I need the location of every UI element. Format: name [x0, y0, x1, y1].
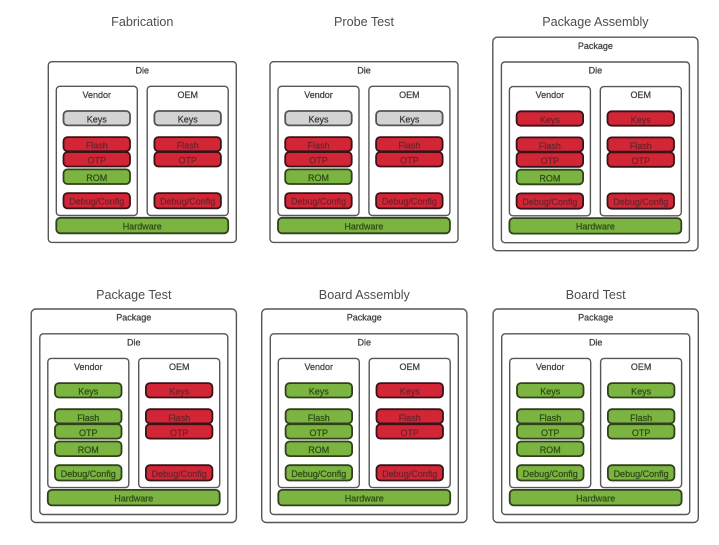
- svg-text:OEM: OEM: [631, 90, 652, 100]
- svg-text:Flash: Flash: [399, 413, 421, 423]
- svg-text:Board Assembly: Board Assembly: [319, 288, 411, 302]
- svg-text:Flash: Flash: [307, 141, 329, 151]
- svg-text:Vendor: Vendor: [74, 362, 103, 372]
- svg-text:Keys: Keys: [308, 115, 329, 125]
- svg-text:OTP: OTP: [310, 428, 329, 438]
- svg-text:ROM: ROM: [539, 173, 560, 183]
- svg-text:Keys: Keys: [169, 387, 190, 397]
- svg-text:Debug/Config: Debug/Config: [61, 469, 116, 479]
- svg-text:Debug/Config: Debug/Config: [291, 469, 346, 479]
- svg-text:Hardware: Hardware: [344, 221, 383, 231]
- svg-text:Debug/Config: Debug/Config: [614, 469, 669, 479]
- svg-text:Keys: Keys: [631, 115, 652, 125]
- svg-text:Flash: Flash: [77, 413, 99, 423]
- svg-text:ROM: ROM: [540, 445, 561, 455]
- svg-text:Keys: Keys: [309, 387, 330, 397]
- svg-text:OTP: OTP: [79, 428, 98, 438]
- svg-text:Die: Die: [136, 65, 150, 75]
- svg-text:OTP: OTP: [309, 156, 328, 166]
- svg-text:Flash: Flash: [308, 413, 330, 423]
- svg-text:Keys: Keys: [400, 387, 421, 397]
- svg-text:Flash: Flash: [168, 413, 190, 423]
- svg-text:ROM: ROM: [78, 445, 99, 455]
- svg-text:Keys: Keys: [178, 115, 199, 125]
- svg-text:Package Test: Package Test: [96, 288, 172, 302]
- svg-text:Die: Die: [357, 65, 371, 75]
- svg-text:Keys: Keys: [540, 387, 561, 397]
- svg-text:OTP: OTP: [632, 428, 651, 438]
- svg-text:Package: Package: [347, 313, 382, 323]
- svg-text:ROM: ROM: [86, 173, 107, 183]
- svg-text:Package: Package: [116, 313, 151, 323]
- svg-text:Board Test: Board Test: [566, 288, 626, 302]
- svg-text:Debug/Config: Debug/Config: [291, 197, 346, 207]
- svg-text:Die: Die: [589, 338, 603, 348]
- svg-text:Flash: Flash: [398, 141, 420, 151]
- svg-text:Keys: Keys: [399, 115, 420, 125]
- svg-text:Package Assembly: Package Assembly: [542, 15, 649, 29]
- svg-text:OEM: OEM: [177, 90, 198, 100]
- svg-text:OEM: OEM: [399, 362, 420, 372]
- svg-text:ROM: ROM: [308, 445, 329, 455]
- svg-text:OTP: OTP: [541, 428, 560, 438]
- svg-text:Flash: Flash: [86, 141, 108, 151]
- svg-text:Vendor: Vendor: [536, 362, 565, 372]
- svg-text:Fabrication: Fabrication: [111, 15, 173, 29]
- svg-text:Keys: Keys: [78, 387, 99, 397]
- svg-text:Package: Package: [578, 41, 613, 51]
- svg-text:OTP: OTP: [88, 156, 107, 166]
- svg-text:Die: Die: [358, 338, 372, 348]
- svg-text:Vendor: Vendor: [304, 90, 333, 100]
- svg-text:OTP: OTP: [170, 428, 189, 438]
- svg-text:Debug/Config: Debug/Config: [382, 197, 437, 207]
- svg-text:ROM: ROM: [308, 173, 329, 183]
- svg-text:Vendor: Vendor: [536, 90, 565, 100]
- svg-text:Debug/Config: Debug/Config: [69, 197, 124, 207]
- svg-text:Vendor: Vendor: [305, 362, 334, 372]
- svg-text:OEM: OEM: [169, 362, 190, 372]
- svg-text:OTP: OTP: [400, 156, 419, 166]
- svg-text:Hardware: Hardware: [114, 494, 153, 504]
- svg-text:Hardware: Hardware: [123, 221, 162, 231]
- svg-text:Keys: Keys: [540, 115, 561, 125]
- svg-text:Package: Package: [578, 313, 613, 323]
- svg-text:Die: Die: [589, 66, 603, 76]
- svg-text:Debug/Config: Debug/Config: [382, 469, 437, 479]
- svg-text:Debug/Config: Debug/Config: [522, 197, 577, 207]
- svg-text:Debug/Config: Debug/Config: [523, 469, 578, 479]
- svg-text:OTP: OTP: [632, 156, 651, 166]
- svg-text:Debug/Config: Debug/Config: [160, 197, 215, 207]
- svg-text:Debug/Config: Debug/Config: [152, 469, 207, 479]
- svg-text:Flash: Flash: [539, 141, 561, 151]
- svg-text:Keys: Keys: [87, 115, 108, 125]
- svg-text:Keys: Keys: [631, 387, 652, 397]
- svg-text:Flash: Flash: [630, 413, 652, 423]
- svg-text:Probe Test: Probe Test: [334, 15, 394, 29]
- svg-text:Hardware: Hardware: [576, 494, 615, 504]
- svg-text:Hardware: Hardware: [576, 222, 615, 232]
- svg-text:Flash: Flash: [177, 141, 199, 151]
- svg-text:Vendor: Vendor: [83, 90, 112, 100]
- svg-text:OEM: OEM: [399, 90, 420, 100]
- svg-text:Hardware: Hardware: [345, 494, 384, 504]
- svg-text:Debug/Config: Debug/Config: [613, 197, 668, 207]
- svg-text:Die: Die: [127, 338, 141, 348]
- svg-text:OTP: OTP: [541, 156, 560, 166]
- svg-text:Flash: Flash: [539, 413, 561, 423]
- svg-text:Flash: Flash: [630, 141, 652, 151]
- svg-text:OTP: OTP: [178, 156, 197, 166]
- svg-text:OEM: OEM: [631, 362, 652, 372]
- svg-text:OTP: OTP: [400, 428, 419, 438]
